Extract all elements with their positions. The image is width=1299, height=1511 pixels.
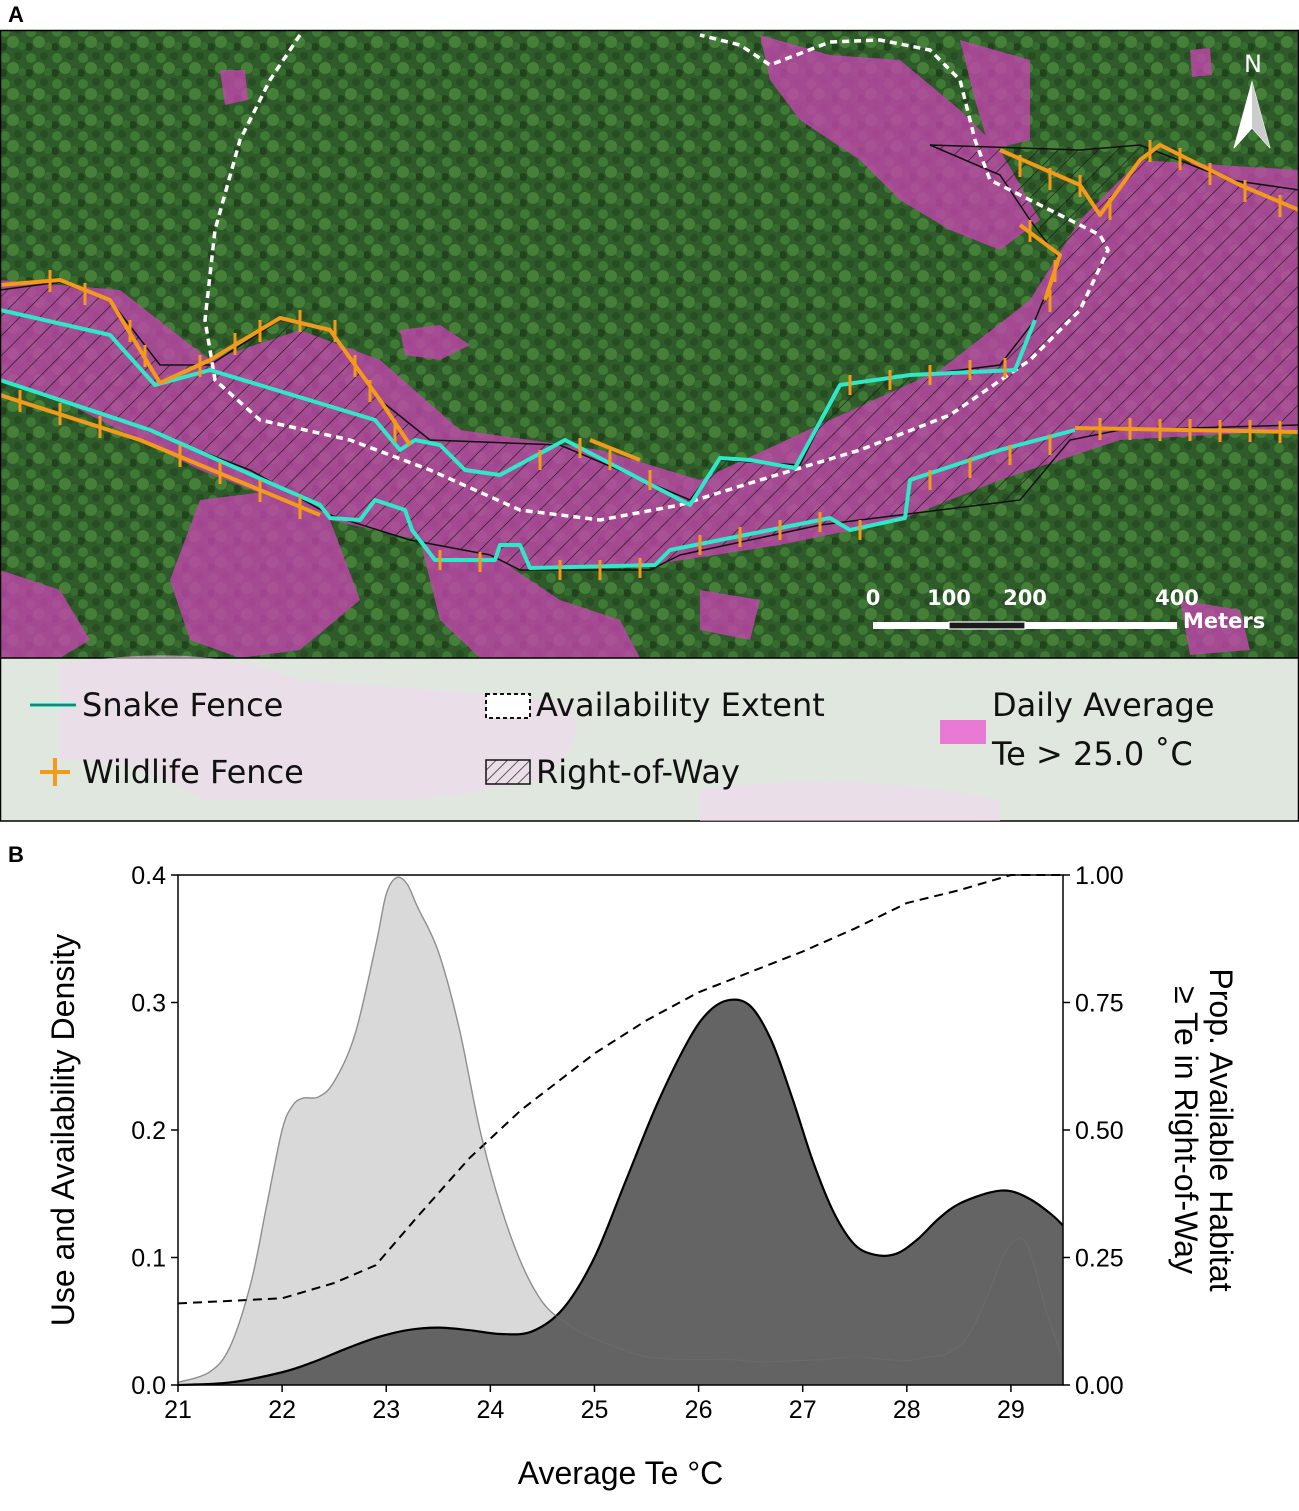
- y-right-tick-label: 0.50: [1075, 1117, 1124, 1145]
- north-label: N: [1244, 50, 1262, 78]
- legend-te-line2: Te > 25.0 ˚C: [991, 735, 1193, 773]
- y-tick-label: 0.2: [131, 1117, 166, 1145]
- x-tick-label: 28: [893, 1396, 921, 1424]
- x-tick-label: 21: [164, 1396, 192, 1424]
- y-tick-label: 0.3: [131, 990, 166, 1018]
- series-availability-overlay-line: [177, 876, 1064, 1384]
- x-axis-title: Average Te °C: [518, 1455, 724, 1491]
- density-chart: 21 22 23 24 25 26 27 28 29 0.0 0.1 0.2 0.3 0.4 0.00 0.2…: [45, 862, 1239, 1491]
- x-tick-label: 24: [476, 1396, 504, 1424]
- y-right-axis-title-line2: ≥ Te in Right-of-Way: [1168, 986, 1204, 1274]
- chart-axes: 21 22 23 24 25 26 27 28 29 0.0 0.1 0.2 0.3 0.4 0.00 0.2…: [131, 862, 1123, 1424]
- legend-snake-fence: Snake Fence: [82, 686, 283, 724]
- legend-wildlife-fence: Wildlife Fence: [82, 753, 304, 791]
- y-right-tick-label: 0.75: [1075, 990, 1124, 1018]
- snake-fence-lines: [0, 308, 1076, 570]
- y-right-tick-label: 1.00: [1075, 862, 1124, 890]
- scale-tick-label: 400: [1155, 586, 1199, 610]
- x-tick-label: 23: [372, 1396, 400, 1424]
- y-tick-label: 0.0: [131, 1372, 166, 1400]
- wildlife-fence-legend-icon: [40, 758, 70, 786]
- availability-extent-legend-icon: [485, 693, 531, 719]
- scale-unit: Meters: [1183, 609, 1265, 633]
- y-tick-label: 0.1: [131, 1245, 166, 1273]
- panel-b-letter: B: [8, 842, 24, 867]
- map-panel: N 0 100 200 400 Meters Snake Fence Wildl…: [0, 29, 1299, 822]
- x-tick-label: 26: [685, 1396, 713, 1424]
- y-right-axis-title-line1: Prop. Available Habitat: [1203, 968, 1239, 1291]
- map-legend: Snake Fence Wildlife Fence Availability …: [0, 655, 1299, 822]
- plot-area: [177, 874, 1064, 1387]
- legend-availability-extent: Availability Extent: [536, 686, 825, 724]
- wildlife-fence-ticks: [18, 140, 1282, 580]
- x-tick-label: 25: [581, 1396, 609, 1424]
- series-cumulative-proportion-line: [177, 874, 1063, 1305]
- north-arrow-icon: [1233, 80, 1271, 149]
- y-right-tick-label: 0.25: [1075, 1245, 1124, 1273]
- scale-tick-label: 200: [1003, 586, 1047, 610]
- legend-right-of-way: Right-of-Way: [536, 753, 740, 791]
- series-availability-density-area: [178, 877, 1063, 1385]
- satellite-imagery: N 0 100 200 400 Meters: [0, 30, 1299, 658]
- series-use-density-area: [178, 999, 1063, 1385]
- x-tick-label: 27: [789, 1396, 817, 1424]
- y-right-tick-label: 0.00: [1075, 1372, 1124, 1400]
- scale-tick-label: 0: [866, 586, 881, 610]
- x-tick-label: 29: [997, 1396, 1025, 1424]
- y-tick-label: 0.4: [131, 862, 166, 890]
- y-axis-title: Use and Availability Density: [45, 934, 81, 1327]
- right-of-way-legend-icon: [485, 759, 531, 785]
- series-use-density-area-outline: [177, 998, 1064, 1387]
- hot-habitat-legend-icon: [940, 720, 986, 744]
- scale-tick-label: 100: [927, 586, 971, 610]
- x-tick-label: 22: [268, 1396, 296, 1424]
- scale-bar: [873, 621, 1177, 630]
- panel-a-letter: A: [8, 2, 24, 27]
- legend-te-line1: Daily Average: [992, 686, 1215, 724]
